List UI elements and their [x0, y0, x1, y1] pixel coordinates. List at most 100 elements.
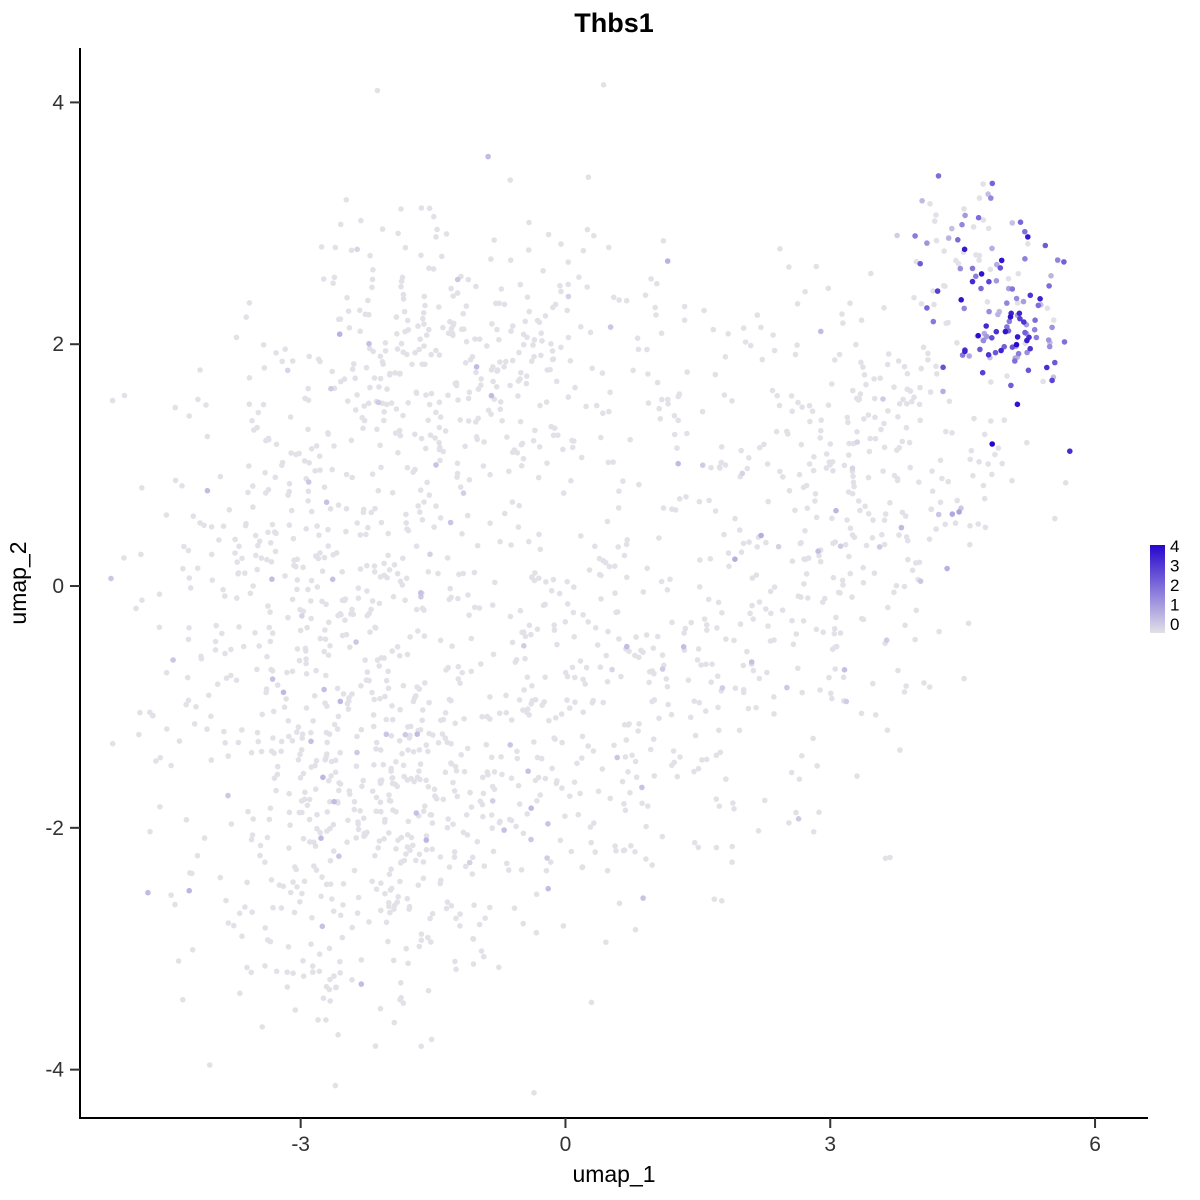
cell-point	[402, 597, 408, 604]
cell-point	[303, 660, 309, 667]
cell-point	[480, 790, 487, 797]
cell-point	[383, 919, 390, 926]
cell-point	[1014, 334, 1021, 340]
cell-point	[369, 878, 376, 885]
cell-point	[353, 639, 359, 645]
cell-point	[481, 439, 487, 445]
cell-point	[324, 809, 331, 815]
cell-point	[750, 667, 757, 674]
cell-point	[286, 522, 293, 528]
cell-point	[628, 843, 634, 849]
cell-point	[861, 372, 868, 378]
cell-point	[695, 646, 702, 652]
cell-point	[958, 297, 964, 303]
cell-point	[382, 340, 389, 346]
cell-point	[891, 384, 897, 390]
cell-point	[466, 389, 473, 396]
cell-point	[389, 775, 395, 781]
cell-point	[523, 373, 530, 379]
cell-point	[933, 212, 939, 218]
cell-point	[871, 570, 878, 576]
cell-point	[145, 889, 151, 896]
cell-point	[591, 820, 597, 826]
cell-point	[348, 247, 355, 254]
cell-point	[428, 812, 435, 818]
cell-point	[764, 461, 771, 467]
cell-point	[444, 555, 451, 561]
cell-point	[750, 616, 756, 622]
cell-point	[698, 662, 704, 668]
cell-point	[473, 369, 479, 376]
cell-point	[541, 699, 547, 705]
cell-point	[633, 774, 640, 780]
cell-point	[256, 538, 263, 544]
cell-point	[916, 479, 922, 486]
cell-point	[423, 332, 430, 339]
cell-point	[777, 468, 783, 475]
cell-point	[925, 350, 931, 357]
cell-point	[401, 308, 408, 315]
cell-point	[217, 473, 224, 480]
cell-point	[282, 573, 288, 579]
cell-point	[518, 441, 525, 448]
cell-point	[375, 399, 382, 406]
cell-point	[528, 805, 534, 811]
cell-point	[988, 195, 994, 201]
cell-point	[818, 417, 824, 424]
cell-point	[912, 636, 918, 643]
cell-point	[421, 633, 428, 639]
cell-point	[881, 420, 887, 427]
cell-point	[526, 308, 532, 315]
cell-point	[417, 487, 424, 494]
cell-point	[398, 860, 404, 866]
cell-point	[578, 533, 584, 539]
cell-point	[291, 557, 297, 563]
cell-point	[623, 541, 630, 548]
cell-point	[349, 924, 356, 931]
cell-point	[492, 579, 498, 586]
cell-point	[931, 218, 938, 224]
cell-point	[378, 464, 384, 471]
cell-point	[418, 590, 424, 596]
cell-point	[370, 267, 376, 273]
cell-point	[471, 604, 478, 611]
cell-point	[995, 445, 1002, 451]
cell-point	[293, 866, 300, 873]
cell-point	[714, 673, 721, 679]
cell-point	[529, 574, 535, 581]
cell-point	[379, 359, 386, 365]
cell-point	[262, 469, 268, 476]
cell-point	[624, 643, 630, 650]
cell-point	[506, 468, 512, 475]
cell-point	[457, 484, 464, 490]
cell-point	[794, 342, 800, 348]
cell-point	[529, 697, 536, 704]
cell-point	[386, 372, 393, 378]
cell-point	[771, 347, 778, 354]
cell-point	[506, 816, 513, 823]
cell-point	[231, 922, 237, 929]
cell-point	[868, 270, 874, 277]
x-axis-title: umap_1	[572, 1161, 655, 1187]
cell-point	[301, 458, 308, 464]
cell-point	[599, 370, 606, 376]
cell-point	[459, 669, 466, 676]
cell-point	[535, 774, 542, 781]
cell-point	[349, 691, 355, 697]
cell-point	[304, 802, 311, 809]
cell-point	[433, 347, 439, 354]
cell-point	[365, 297, 371, 304]
cell-point	[404, 651, 411, 658]
cell-point	[547, 859, 554, 865]
cell-point	[404, 832, 411, 838]
cell-point	[265, 529, 271, 536]
cell-point	[422, 680, 428, 686]
cell-point	[565, 334, 572, 341]
cell-point	[279, 462, 285, 469]
cell-point	[269, 576, 275, 582]
cell-point	[425, 987, 432, 994]
cell-point	[571, 584, 577, 590]
cell-point	[508, 717, 515, 723]
cell-point	[385, 530, 392, 537]
cell-point	[696, 498, 703, 505]
